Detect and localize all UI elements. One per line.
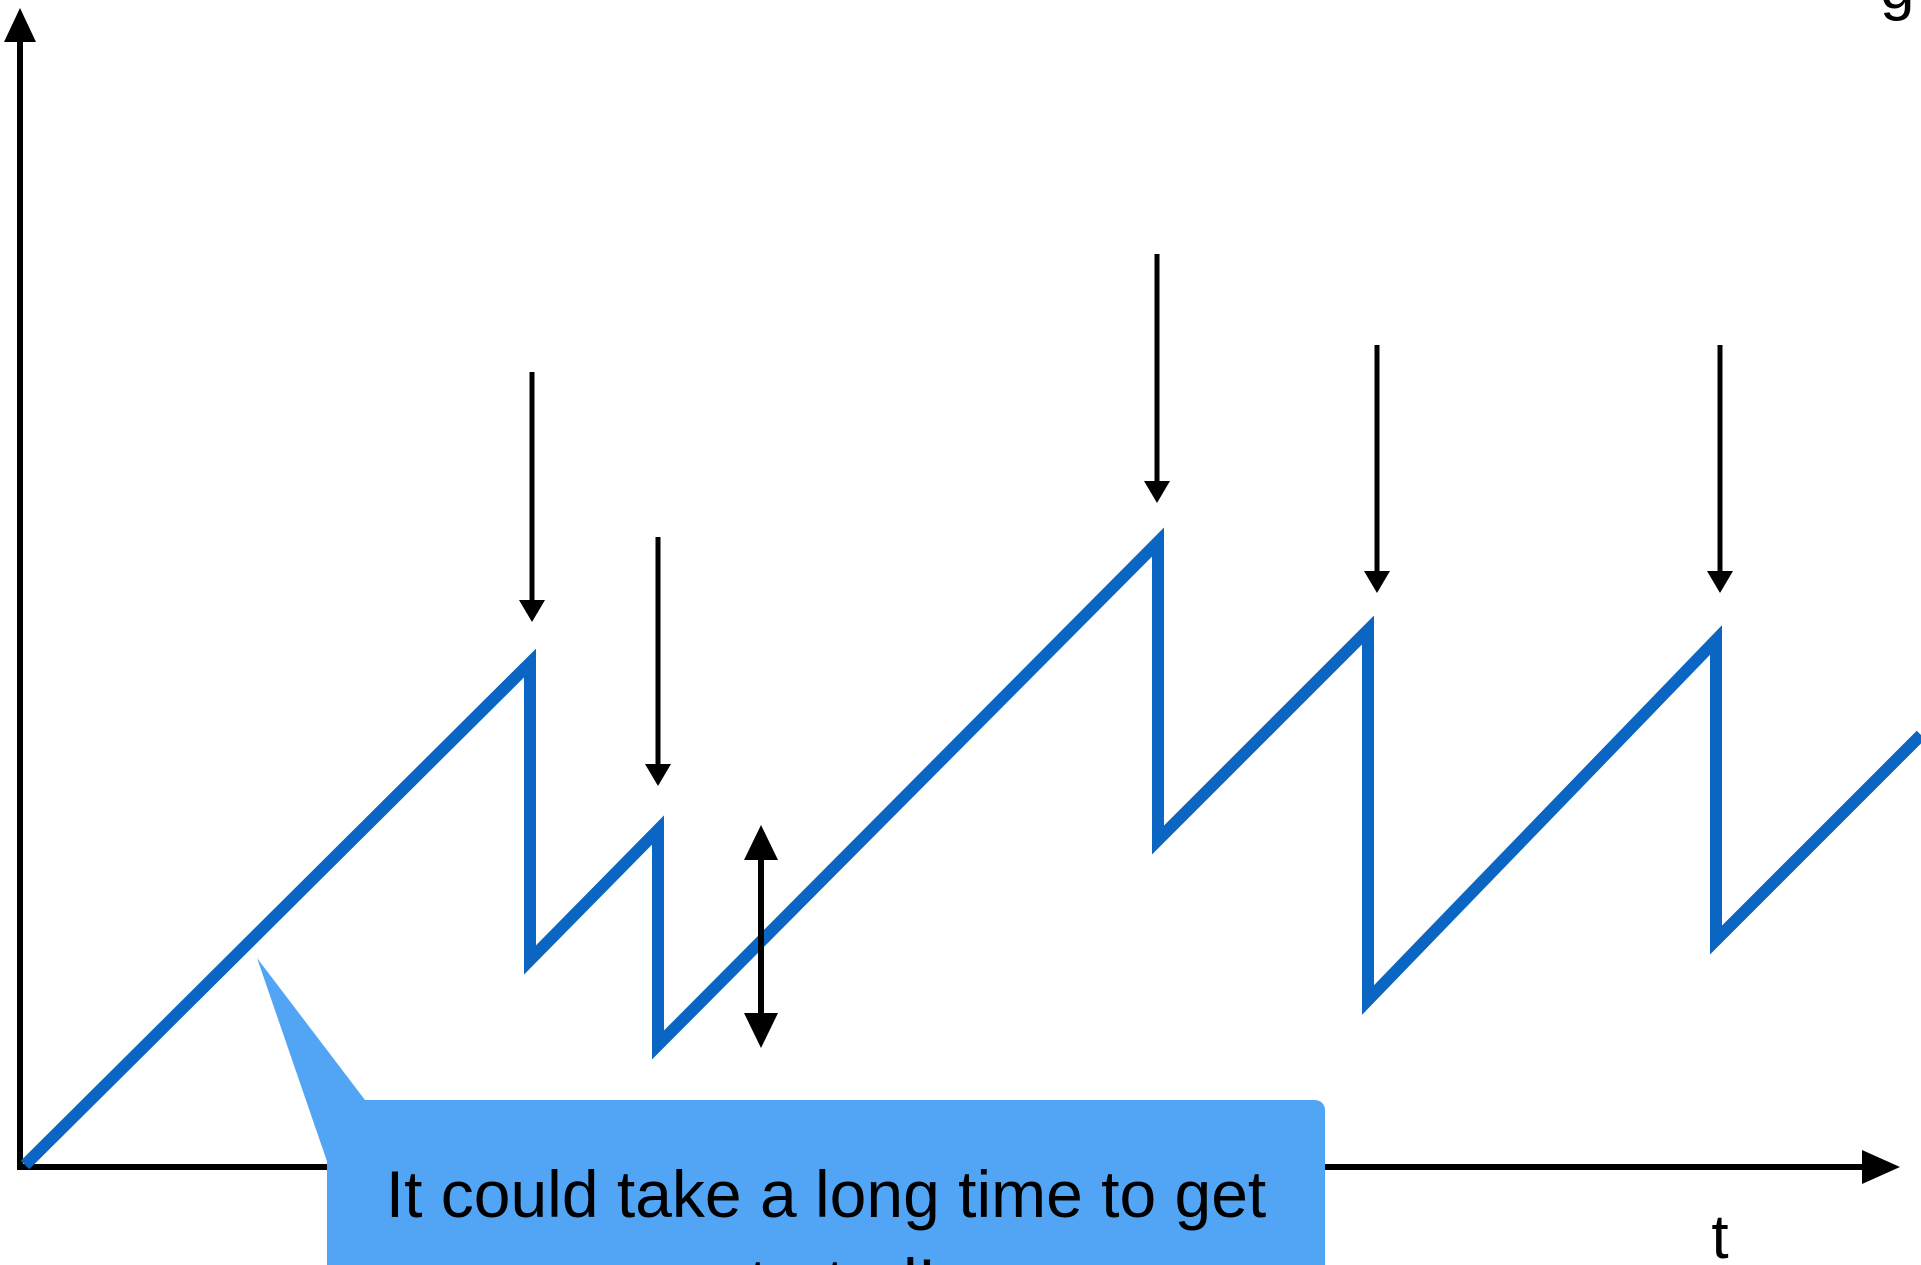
down-arrow-2 xyxy=(645,537,671,786)
callout: It could take a long time to get started… xyxy=(257,958,1325,1265)
sawtooth-line xyxy=(20,527,1921,1170)
down-arrow-1 xyxy=(519,372,545,622)
x-axis-label: t xyxy=(1711,1203,1728,1265)
down-arrows xyxy=(519,254,1733,786)
top-right-fragment: g xyxy=(1880,0,1914,22)
y-axis-arrowhead xyxy=(4,8,36,42)
callout-text-line-2: started! xyxy=(716,1245,936,1265)
down-arrow-5 xyxy=(1707,345,1733,593)
down-arrow-4 xyxy=(1364,345,1390,593)
callout-text-line-1: It could take a long time to get xyxy=(386,1157,1267,1231)
x-axis-arrowhead xyxy=(1862,1150,1900,1184)
callout-box xyxy=(327,1100,1325,1265)
double-headed-arrow xyxy=(744,825,778,1048)
down-arrow-3 xyxy=(1144,254,1170,503)
